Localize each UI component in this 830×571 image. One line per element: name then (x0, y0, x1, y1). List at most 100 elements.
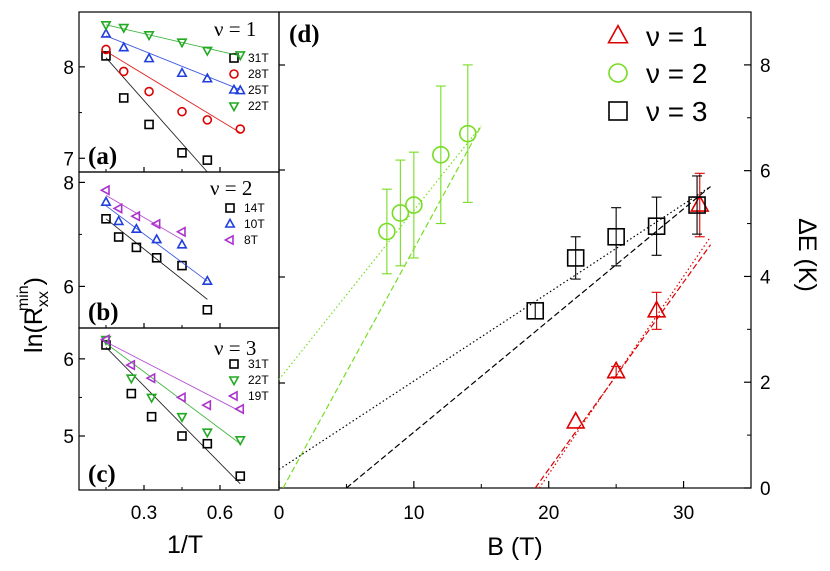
left-y-label-sup: min (15, 285, 32, 311)
left-y-label-sub: xx (35, 291, 52, 307)
y-tick-label: 0 (760, 479, 771, 500)
panel-d-frame (278, 11, 752, 489)
y-tick-label: 6 (760, 162, 771, 183)
legend-label: 22T (248, 373, 269, 387)
legend-marker (223, 234, 234, 246)
legend-marker (228, 376, 240, 387)
data-point (144, 86, 154, 97)
data-point (234, 84, 246, 95)
data-point (689, 194, 710, 212)
y-tick-label: 6 (63, 350, 74, 371)
y-tick-label: 8 (63, 58, 74, 79)
data-point (176, 67, 188, 78)
legend-label: ν = 3 (646, 96, 707, 127)
data-point (99, 334, 110, 346)
data-point (432, 146, 450, 164)
y-tick-label: 4 (760, 267, 771, 288)
data-point (99, 184, 110, 196)
data-point (118, 93, 129, 103)
data-point (177, 106, 187, 117)
data-point (101, 51, 111, 61)
legend-marker (229, 359, 239, 369)
data-point (202, 438, 213, 449)
data-point (151, 253, 162, 263)
data-point (151, 233, 163, 244)
data-point (234, 51, 246, 62)
data-point (458, 124, 477, 143)
data-point (176, 412, 188, 423)
data-point (647, 217, 666, 235)
dashed-fit-line (534, 244, 712, 489)
data-point (126, 388, 137, 399)
data-point (201, 72, 213, 83)
y-tick-label: 5 (63, 427, 74, 448)
fit-line (105, 341, 241, 412)
legend-marker (228, 102, 240, 113)
panel-tag: (b) (88, 299, 119, 326)
data-point (202, 304, 213, 315)
data-point (101, 214, 111, 224)
x-tick-label: 20 (538, 503, 559, 524)
panel-title: ν = 2 (210, 176, 252, 200)
data-point (391, 204, 410, 222)
data-point (201, 399, 212, 411)
data-point (113, 215, 125, 226)
data-point (118, 66, 129, 77)
legend-marker (228, 83, 240, 94)
fit-line (105, 24, 241, 57)
data-point (118, 41, 130, 52)
data-point (688, 196, 706, 214)
panel-title: ν = 1 (214, 17, 256, 41)
data-point (175, 226, 186, 238)
x-tick-label: 10 (403, 503, 424, 524)
x-tick-label: 30 (673, 503, 694, 524)
panel-d-tag: (d) (289, 21, 320, 48)
legend-label: 28T (248, 67, 269, 81)
data-point (144, 119, 154, 130)
data-point (565, 411, 586, 429)
panel-tag: (c) (88, 461, 116, 488)
data-point (234, 403, 245, 415)
right-x-axis-label: B (T) (487, 533, 543, 561)
panel-c-plot: 5 6 31T 22T 19T ν = 3 (c) (63, 334, 269, 490)
data-point (101, 340, 111, 350)
data-point (202, 155, 213, 165)
data-point (646, 299, 667, 318)
left-y-axis-label: ln(Rxxmin) (15, 277, 52, 353)
data-point (607, 227, 625, 246)
legend-label: ν = 2 (646, 58, 707, 89)
data-point (100, 195, 112, 206)
left-y-label-close: ) (20, 277, 48, 285)
fit-line (105, 346, 241, 485)
data-point (201, 46, 213, 57)
data-point (378, 222, 396, 241)
data-point (235, 471, 246, 481)
data-point (176, 238, 188, 249)
data-point (566, 249, 585, 267)
data-point (201, 428, 213, 439)
fit-line (105, 195, 183, 240)
legend-marker (608, 63, 628, 83)
legend-label: 8T (244, 233, 259, 247)
fit-line (105, 35, 241, 91)
legend-label: 31T (248, 357, 269, 371)
data-point (202, 115, 213, 125)
y-tick-label: 2 (760, 373, 771, 394)
y-tick-label: 6 (63, 277, 74, 298)
data-point (405, 196, 423, 214)
right-y-axis-label: ΔE (K) (793, 218, 821, 292)
legend-marker (225, 203, 235, 213)
dashed-fit-line (282, 125, 482, 489)
legend-label: 10T (244, 217, 265, 231)
data-point (177, 148, 187, 158)
data-point (235, 124, 246, 134)
fit-line (105, 205, 208, 282)
data-point (201, 274, 213, 285)
left-y-label-base: ln(R (20, 307, 48, 353)
legend-label: 25T (248, 83, 269, 97)
left-x-axis-label: 1/T (167, 531, 203, 559)
panel-tag: (a) (88, 143, 117, 170)
dashed-fit-line (346, 186, 711, 489)
data-point (606, 360, 626, 379)
data-point (125, 359, 136, 371)
